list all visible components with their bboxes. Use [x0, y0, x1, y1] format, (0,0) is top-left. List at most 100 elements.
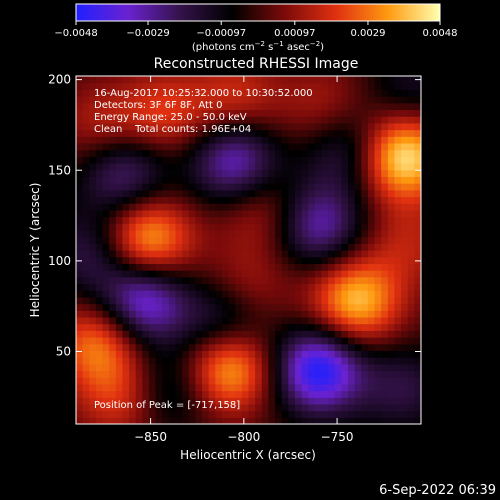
heatmap-cell: [381, 209, 389, 218]
heatmap-cell: [288, 229, 296, 238]
heatmap-cell: [321, 303, 329, 311]
heatmap-cell: [82, 196, 90, 204]
heatmap-cell: [381, 316, 389, 325]
heatmap-cell: [135, 189, 143, 198]
heatmap-cell: [129, 316, 137, 325]
heatmap-cell: [195, 82, 203, 90]
heatmap-cell: [414, 383, 421, 392]
heatmap-cell: [294, 76, 303, 84]
heatmap-cell: [235, 96, 243, 104]
heatmap-cell: [95, 96, 104, 104]
heatmap-cell: [367, 156, 376, 164]
heatmap-cell: [261, 96, 269, 104]
heatmap-cell: [261, 102, 269, 111]
heatmap-cell: [148, 102, 157, 111]
heatmap-cell: [235, 303, 243, 311]
heatmap-cell: [195, 109, 203, 117]
heatmap-cell: [95, 189, 104, 198]
heatmap-cell: [268, 96, 276, 104]
heatmap-cell: [394, 156, 402, 164]
heatmap-cell: [202, 296, 210, 305]
heatmap-cell: [102, 296, 110, 305]
heatmap-cell: [301, 283, 309, 291]
heatmap-cell: [387, 243, 396, 251]
heatmap-cell: [294, 189, 303, 198]
heatmap-cell: [95, 283, 104, 291]
heatmap-cell: [215, 337, 223, 345]
heatmap-cell: [387, 310, 396, 318]
heatmap-cell: [314, 323, 323, 331]
heatmap-cell: [202, 209, 210, 218]
heatmap-cell: [301, 377, 309, 385]
heatmap-cell: [82, 377, 90, 385]
heatmap-cell: [195, 330, 203, 338]
heatmap-cell: [294, 263, 303, 271]
heatmap-cell: [76, 149, 84, 157]
heatmap-cell: [367, 196, 376, 204]
heatmap-cell: [294, 102, 303, 111]
heatmap-cell: [387, 370, 396, 378]
heatmap-cell: [129, 250, 137, 258]
heatmap-cell: [76, 363, 84, 372]
heatmap-cell: [314, 410, 323, 418]
heatmap-cell: [341, 149, 349, 157]
heatmap-cell: [115, 203, 124, 211]
heatmap-cell: [374, 310, 382, 318]
heatmap-cell: [142, 209, 150, 218]
heatmap-cell: [195, 76, 203, 84]
heatmap-cell: [255, 343, 263, 351]
heatmap-cell: [228, 236, 236, 244]
heatmap-cell: [129, 223, 137, 231]
heatmap-cell: [82, 183, 90, 191]
heatmap-cell: [414, 403, 421, 412]
heatmap-cell: [354, 142, 362, 151]
heatmap-cell: [188, 377, 197, 385]
heatmap-cell: [314, 250, 323, 258]
heatmap-cell: [328, 243, 336, 251]
heatmap-cell: [241, 310, 250, 318]
heatmap-cell: [89, 397, 97, 405]
heatmap-cell: [281, 163, 289, 171]
heatmap-cell: [142, 410, 150, 418]
heatmap-cell: [268, 256, 276, 264]
heatmap-cell: [228, 363, 236, 372]
heatmap-cell: [261, 403, 269, 412]
heatmap-cell: [414, 390, 421, 398]
heatmap-cell: [261, 350, 269, 358]
heatmap-cell: [76, 377, 84, 385]
heatmap-cell: [89, 263, 97, 271]
heatmap-cell: [341, 350, 349, 358]
heatmap-cell: [195, 236, 203, 244]
heatmap-cell: [241, 116, 250, 124]
heatmap-cell: [82, 76, 90, 84]
heatmap-cell: [122, 136, 130, 144]
heatmap-cell: [122, 303, 130, 311]
heatmap-cell: [148, 209, 157, 218]
heatmap-cell: [235, 276, 243, 285]
heatmap-cell: [168, 330, 177, 338]
heatmap-cell: [308, 357, 316, 365]
heatmap-cell: [221, 323, 230, 331]
colorbar: [75, 3, 441, 22]
heatmap-cell: [281, 383, 289, 392]
heatmap-cell: [95, 270, 104, 278]
heatmap-cell: [241, 136, 250, 144]
heatmap-cell: [334, 363, 342, 372]
heatmap-cell: [334, 89, 342, 97]
heatmap-cell: [241, 122, 250, 131]
heatmap-cell: [394, 383, 402, 392]
heatmap-cell: [367, 256, 376, 264]
heatmap-cell: [202, 169, 210, 177]
heatmap-cell: [175, 163, 183, 171]
heatmap-cell: [348, 176, 356, 184]
heatmap-cell: [221, 183, 230, 191]
heatmap-cell: [275, 229, 283, 238]
heatmap-cell: [275, 377, 283, 385]
heatmap-cell: [76, 223, 84, 231]
heatmap-cell: [275, 350, 283, 358]
heatmap-cell: [301, 229, 309, 238]
heatmap-cell: [275, 156, 283, 164]
heatmap-cell: [142, 270, 150, 278]
heatmap-cell: [168, 283, 177, 291]
heatmap-cell: [76, 136, 84, 144]
